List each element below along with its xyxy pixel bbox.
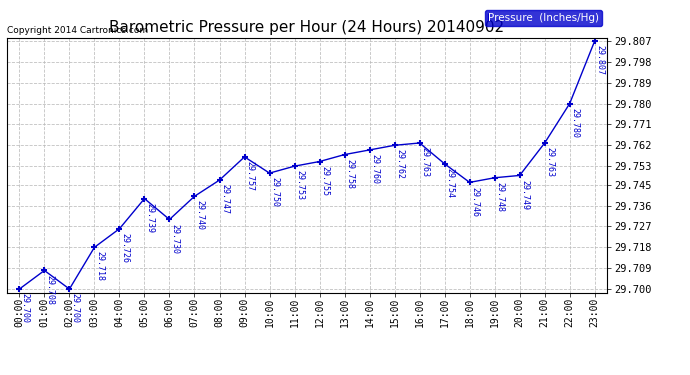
Text: 29.780: 29.780 bbox=[571, 108, 580, 138]
Text: 29.750: 29.750 bbox=[270, 177, 279, 207]
Text: 29.754: 29.754 bbox=[446, 168, 455, 198]
Text: 29.740: 29.740 bbox=[195, 201, 204, 231]
Legend: Pressure  (Inches/Hg): Pressure (Inches/Hg) bbox=[485, 9, 602, 26]
Text: 29.708: 29.708 bbox=[46, 274, 55, 304]
Text: 29.753: 29.753 bbox=[295, 170, 304, 200]
Text: 29.700: 29.700 bbox=[70, 293, 79, 323]
Text: 29.749: 29.749 bbox=[521, 180, 530, 210]
Text: 29.700: 29.700 bbox=[21, 293, 30, 323]
Text: 29.758: 29.758 bbox=[346, 159, 355, 189]
Text: 29.763: 29.763 bbox=[421, 147, 430, 177]
Text: 29.726: 29.726 bbox=[121, 233, 130, 263]
Text: Copyright 2014 Cartronics.com: Copyright 2014 Cartronics.com bbox=[7, 26, 148, 35]
Text: 29.739: 29.739 bbox=[146, 203, 155, 233]
Text: 29.748: 29.748 bbox=[495, 182, 504, 212]
Text: 29.730: 29.730 bbox=[170, 224, 179, 254]
Text: 29.763: 29.763 bbox=[546, 147, 555, 177]
Text: 29.755: 29.755 bbox=[321, 166, 330, 196]
Text: 29.746: 29.746 bbox=[471, 186, 480, 216]
Text: 29.760: 29.760 bbox=[371, 154, 380, 184]
Text: 29.718: 29.718 bbox=[95, 252, 104, 282]
Text: 29.747: 29.747 bbox=[221, 184, 230, 214]
Text: 29.762: 29.762 bbox=[395, 150, 404, 180]
Text: 29.757: 29.757 bbox=[246, 161, 255, 191]
Text: 29.807: 29.807 bbox=[595, 45, 604, 75]
Title: Barometric Pressure per Hour (24 Hours) 20140902: Barometric Pressure per Hour (24 Hours) … bbox=[110, 20, 504, 35]
